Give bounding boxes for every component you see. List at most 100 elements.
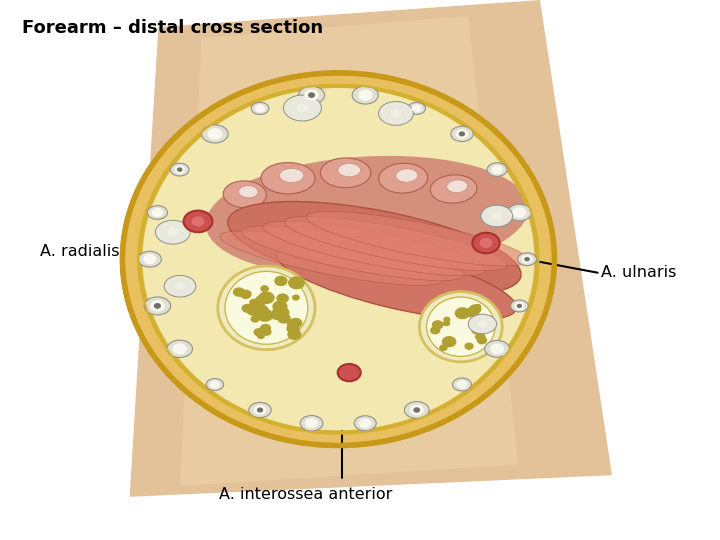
Circle shape	[305, 90, 318, 100]
Ellipse shape	[261, 163, 315, 194]
Ellipse shape	[507, 204, 531, 221]
Ellipse shape	[220, 231, 443, 286]
Ellipse shape	[284, 95, 321, 121]
Circle shape	[178, 168, 181, 171]
Ellipse shape	[263, 221, 486, 276]
Circle shape	[477, 337, 487, 343]
Circle shape	[233, 288, 244, 296]
Ellipse shape	[148, 206, 168, 219]
Circle shape	[176, 283, 184, 289]
Circle shape	[251, 316, 259, 322]
Circle shape	[469, 305, 481, 313]
Circle shape	[261, 325, 270, 332]
Ellipse shape	[299, 86, 325, 104]
Circle shape	[433, 321, 443, 329]
Circle shape	[414, 408, 420, 412]
Circle shape	[464, 309, 474, 316]
Ellipse shape	[225, 271, 307, 345]
Circle shape	[518, 305, 521, 307]
Circle shape	[525, 258, 529, 261]
Ellipse shape	[408, 103, 426, 114]
Circle shape	[513, 208, 526, 217]
Ellipse shape	[202, 125, 228, 143]
Circle shape	[208, 129, 222, 139]
Circle shape	[272, 307, 289, 319]
Ellipse shape	[156, 220, 190, 244]
Ellipse shape	[122, 73, 554, 446]
Ellipse shape	[338, 164, 361, 177]
Circle shape	[289, 319, 302, 327]
Circle shape	[309, 93, 315, 97]
Circle shape	[174, 344, 186, 354]
Circle shape	[338, 364, 361, 381]
Circle shape	[492, 166, 502, 173]
Ellipse shape	[143, 88, 534, 430]
Ellipse shape	[223, 181, 266, 208]
Circle shape	[457, 381, 467, 388]
Circle shape	[152, 208, 163, 217]
Circle shape	[472, 322, 481, 329]
Ellipse shape	[485, 340, 510, 357]
Circle shape	[259, 292, 274, 303]
Circle shape	[480, 239, 492, 247]
Circle shape	[475, 305, 481, 309]
Circle shape	[491, 344, 503, 354]
Text: Forearm – distal cross section: Forearm – distal cross section	[22, 19, 323, 37]
Circle shape	[258, 333, 264, 339]
Ellipse shape	[487, 163, 507, 177]
Circle shape	[261, 286, 269, 292]
Ellipse shape	[300, 416, 323, 431]
Circle shape	[473, 315, 479, 319]
Circle shape	[258, 408, 263, 412]
Ellipse shape	[481, 205, 513, 227]
Circle shape	[155, 303, 161, 308]
Ellipse shape	[518, 253, 536, 266]
Ellipse shape	[167, 340, 192, 357]
Circle shape	[456, 130, 468, 138]
Ellipse shape	[379, 163, 428, 193]
Ellipse shape	[284, 216, 508, 271]
Circle shape	[413, 105, 421, 112]
Circle shape	[275, 276, 287, 286]
Ellipse shape	[144, 297, 171, 315]
Circle shape	[297, 104, 307, 112]
Circle shape	[515, 302, 524, 309]
Ellipse shape	[451, 126, 473, 141]
Circle shape	[287, 320, 298, 328]
Circle shape	[293, 295, 299, 300]
Ellipse shape	[206, 379, 224, 390]
Circle shape	[456, 308, 469, 319]
Circle shape	[150, 301, 164, 311]
Ellipse shape	[396, 169, 418, 182]
Circle shape	[431, 327, 440, 334]
Circle shape	[522, 255, 532, 263]
Circle shape	[184, 211, 212, 232]
Ellipse shape	[379, 102, 413, 125]
Ellipse shape	[405, 402, 429, 418]
Circle shape	[359, 90, 372, 100]
Ellipse shape	[171, 163, 189, 176]
Circle shape	[444, 318, 450, 322]
Circle shape	[256, 296, 268, 305]
Circle shape	[443, 337, 456, 347]
Circle shape	[472, 233, 500, 253]
Ellipse shape	[239, 186, 258, 198]
Ellipse shape	[138, 251, 161, 267]
Circle shape	[210, 381, 220, 388]
Ellipse shape	[419, 292, 503, 362]
Ellipse shape	[279, 168, 304, 183]
Circle shape	[410, 406, 423, 415]
Ellipse shape	[352, 86, 378, 104]
Circle shape	[391, 110, 401, 117]
Circle shape	[175, 166, 184, 173]
Circle shape	[289, 277, 305, 289]
Circle shape	[168, 228, 178, 236]
Circle shape	[287, 324, 299, 333]
Ellipse shape	[228, 201, 521, 295]
Circle shape	[306, 419, 318, 428]
Circle shape	[253, 305, 269, 316]
Circle shape	[473, 309, 478, 312]
Circle shape	[492, 213, 501, 219]
Ellipse shape	[206, 156, 528, 276]
Circle shape	[242, 305, 252, 312]
